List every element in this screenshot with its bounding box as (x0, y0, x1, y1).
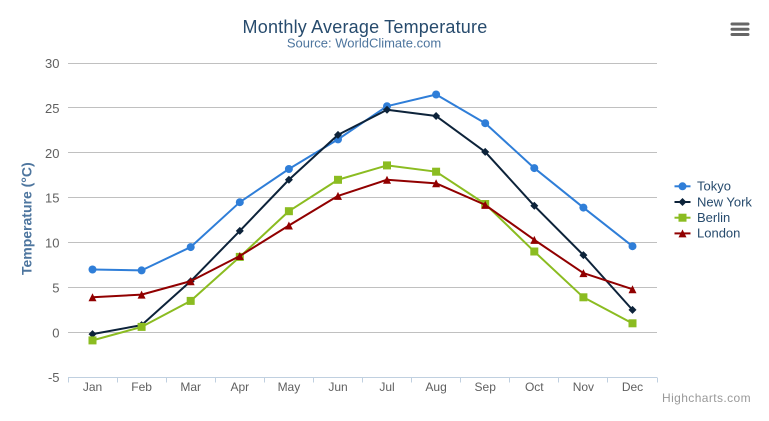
svg-text:0: 0 (52, 325, 59, 340)
svg-text:5: 5 (52, 280, 59, 295)
svg-text:-5: -5 (48, 370, 60, 385)
svg-text:Monthly Average Temperature: Monthly Average Temperature (243, 17, 488, 37)
svg-text:Feb: Feb (131, 380, 152, 394)
svg-text:30: 30 (45, 56, 59, 71)
svg-text:Mar: Mar (180, 380, 201, 394)
svg-text:Dec: Dec (622, 380, 643, 394)
svg-text:May: May (278, 380, 301, 394)
svg-text:Sep: Sep (475, 380, 497, 394)
svg-text:Berlin: Berlin (697, 210, 730, 225)
svg-text:Source: WorldClimate.com: Source: WorldClimate.com (287, 35, 441, 50)
svg-text:Oct: Oct (525, 380, 544, 394)
svg-text:10: 10 (45, 236, 59, 251)
svg-text:London: London (697, 226, 740, 241)
svg-text:Nov: Nov (573, 380, 594, 394)
svg-text:Highcharts.com: Highcharts.com (662, 391, 751, 405)
svg-text:Jun: Jun (328, 380, 347, 394)
svg-text:Apr: Apr (230, 380, 249, 394)
svg-text:Jul: Jul (379, 380, 394, 394)
svg-text:Temperature (°C): Temperature (°C) (19, 162, 35, 275)
svg-text:Aug: Aug (425, 380, 446, 394)
svg-text:15: 15 (45, 191, 59, 206)
svg-text:Jan: Jan (83, 380, 102, 394)
svg-text:20: 20 (45, 146, 59, 161)
svg-text:Tokyo: Tokyo (697, 179, 731, 194)
svg-text:New York: New York (697, 194, 752, 209)
svg-text:25: 25 (45, 101, 59, 116)
